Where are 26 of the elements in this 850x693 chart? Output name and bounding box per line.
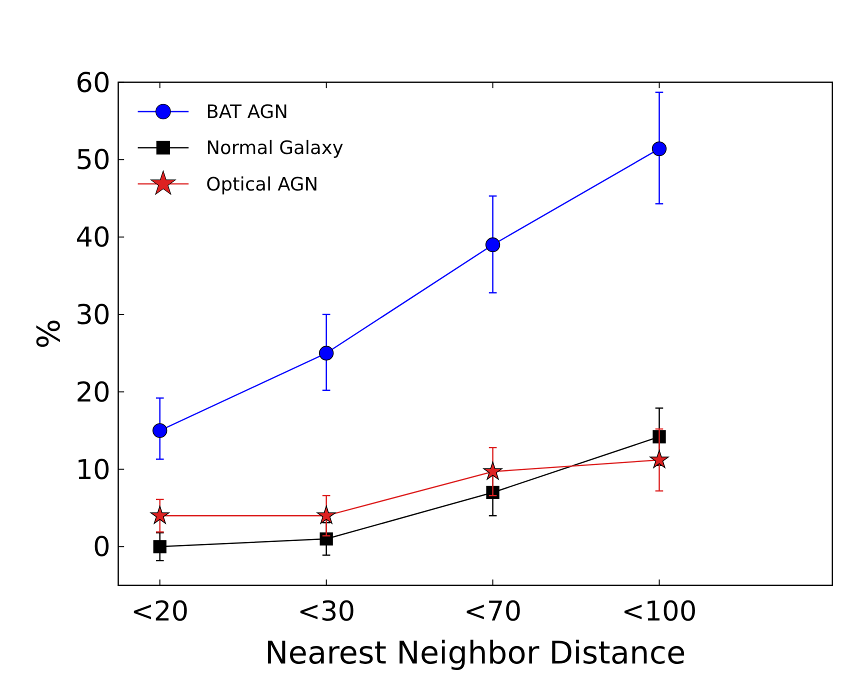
y-tick-label: 10 xyxy=(76,454,110,486)
x-tick-label: <70 xyxy=(464,596,522,628)
x-tick-label: <30 xyxy=(297,596,356,628)
y-axis-title: % xyxy=(32,318,68,349)
x-tick-label: <20 xyxy=(131,596,189,628)
y-tick-label: 60 xyxy=(76,68,110,99)
legend-label: BAT AGN xyxy=(206,102,288,124)
y-tick-label: 0 xyxy=(93,532,110,564)
point xyxy=(316,506,336,524)
y-tick-label: 30 xyxy=(76,300,110,332)
point xyxy=(652,141,667,156)
x-tick-label: <100 xyxy=(622,596,697,628)
point xyxy=(320,532,333,546)
point xyxy=(153,540,166,554)
legend-label: Optical AGN xyxy=(206,174,318,196)
y-tick-label: 40 xyxy=(76,222,110,254)
x-axis-title: Nearest Neighbor Distance xyxy=(264,636,686,672)
point xyxy=(318,346,334,360)
point xyxy=(150,506,170,524)
point xyxy=(485,237,500,252)
point xyxy=(152,423,168,438)
point xyxy=(483,462,502,480)
legend-label: Normal Galaxy xyxy=(206,138,344,160)
y-tick-label: 20 xyxy=(76,377,110,408)
y-tick-label: 50 xyxy=(76,145,110,176)
point xyxy=(650,450,669,468)
